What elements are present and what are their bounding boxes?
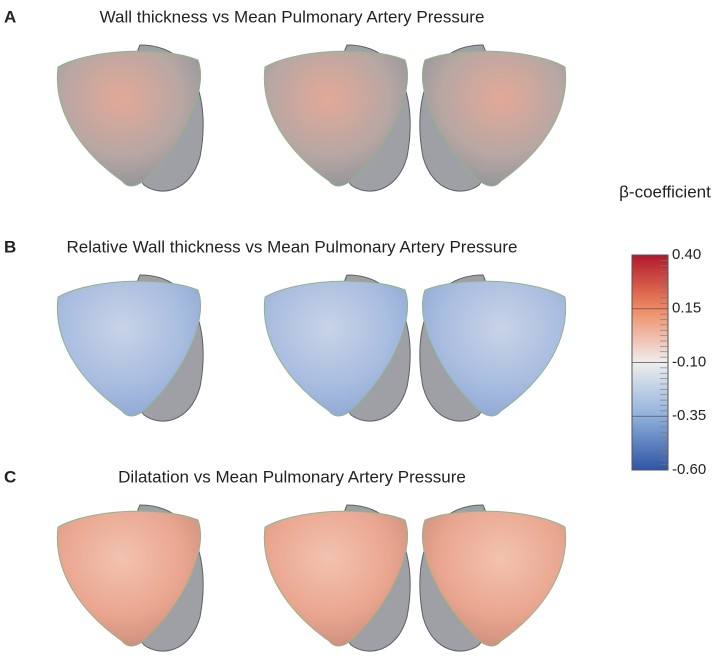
- panel-title: Dilatation vs Mean Pulmonary Artery Pres…: [118, 467, 466, 486]
- panels: A Wall thickness vs Mean Pulmonary Artery…: [4, 7, 567, 652]
- colorbar-title: β-coefficient: [619, 182, 711, 201]
- panel-letter: A: [4, 7, 16, 26]
- panel-letter: C: [4, 467, 16, 486]
- colorbar-ticks: 0.40 0.15 -0.10 -0.35 -0.60: [632, 246, 706, 478]
- heart-render: [56, 274, 204, 422]
- heart-render: [56, 44, 204, 192]
- panel-letter: B: [4, 237, 16, 256]
- heart-render: [56, 504, 204, 652]
- colorbar-tick-label: -0.60: [672, 461, 706, 478]
- colorbar-tick-label: -0.10: [672, 353, 706, 370]
- colorbar-tick-label: -0.35: [672, 407, 706, 424]
- heart-render: [419, 504, 567, 652]
- heart-render: [419, 44, 567, 192]
- heart-render: [263, 274, 411, 422]
- heart-render: [419, 274, 567, 422]
- colorbar-tick-label: 0.40: [672, 246, 701, 263]
- panel-title: Wall thickness vs Mean Pulmonary Artery …: [100, 7, 485, 26]
- colorbar-tick-label: 0.15: [672, 300, 701, 317]
- heart-render: [263, 44, 411, 192]
- heart-render: [263, 504, 411, 652]
- panel-title: Relative Wall thickness vs Mean Pulmonar…: [67, 237, 518, 256]
